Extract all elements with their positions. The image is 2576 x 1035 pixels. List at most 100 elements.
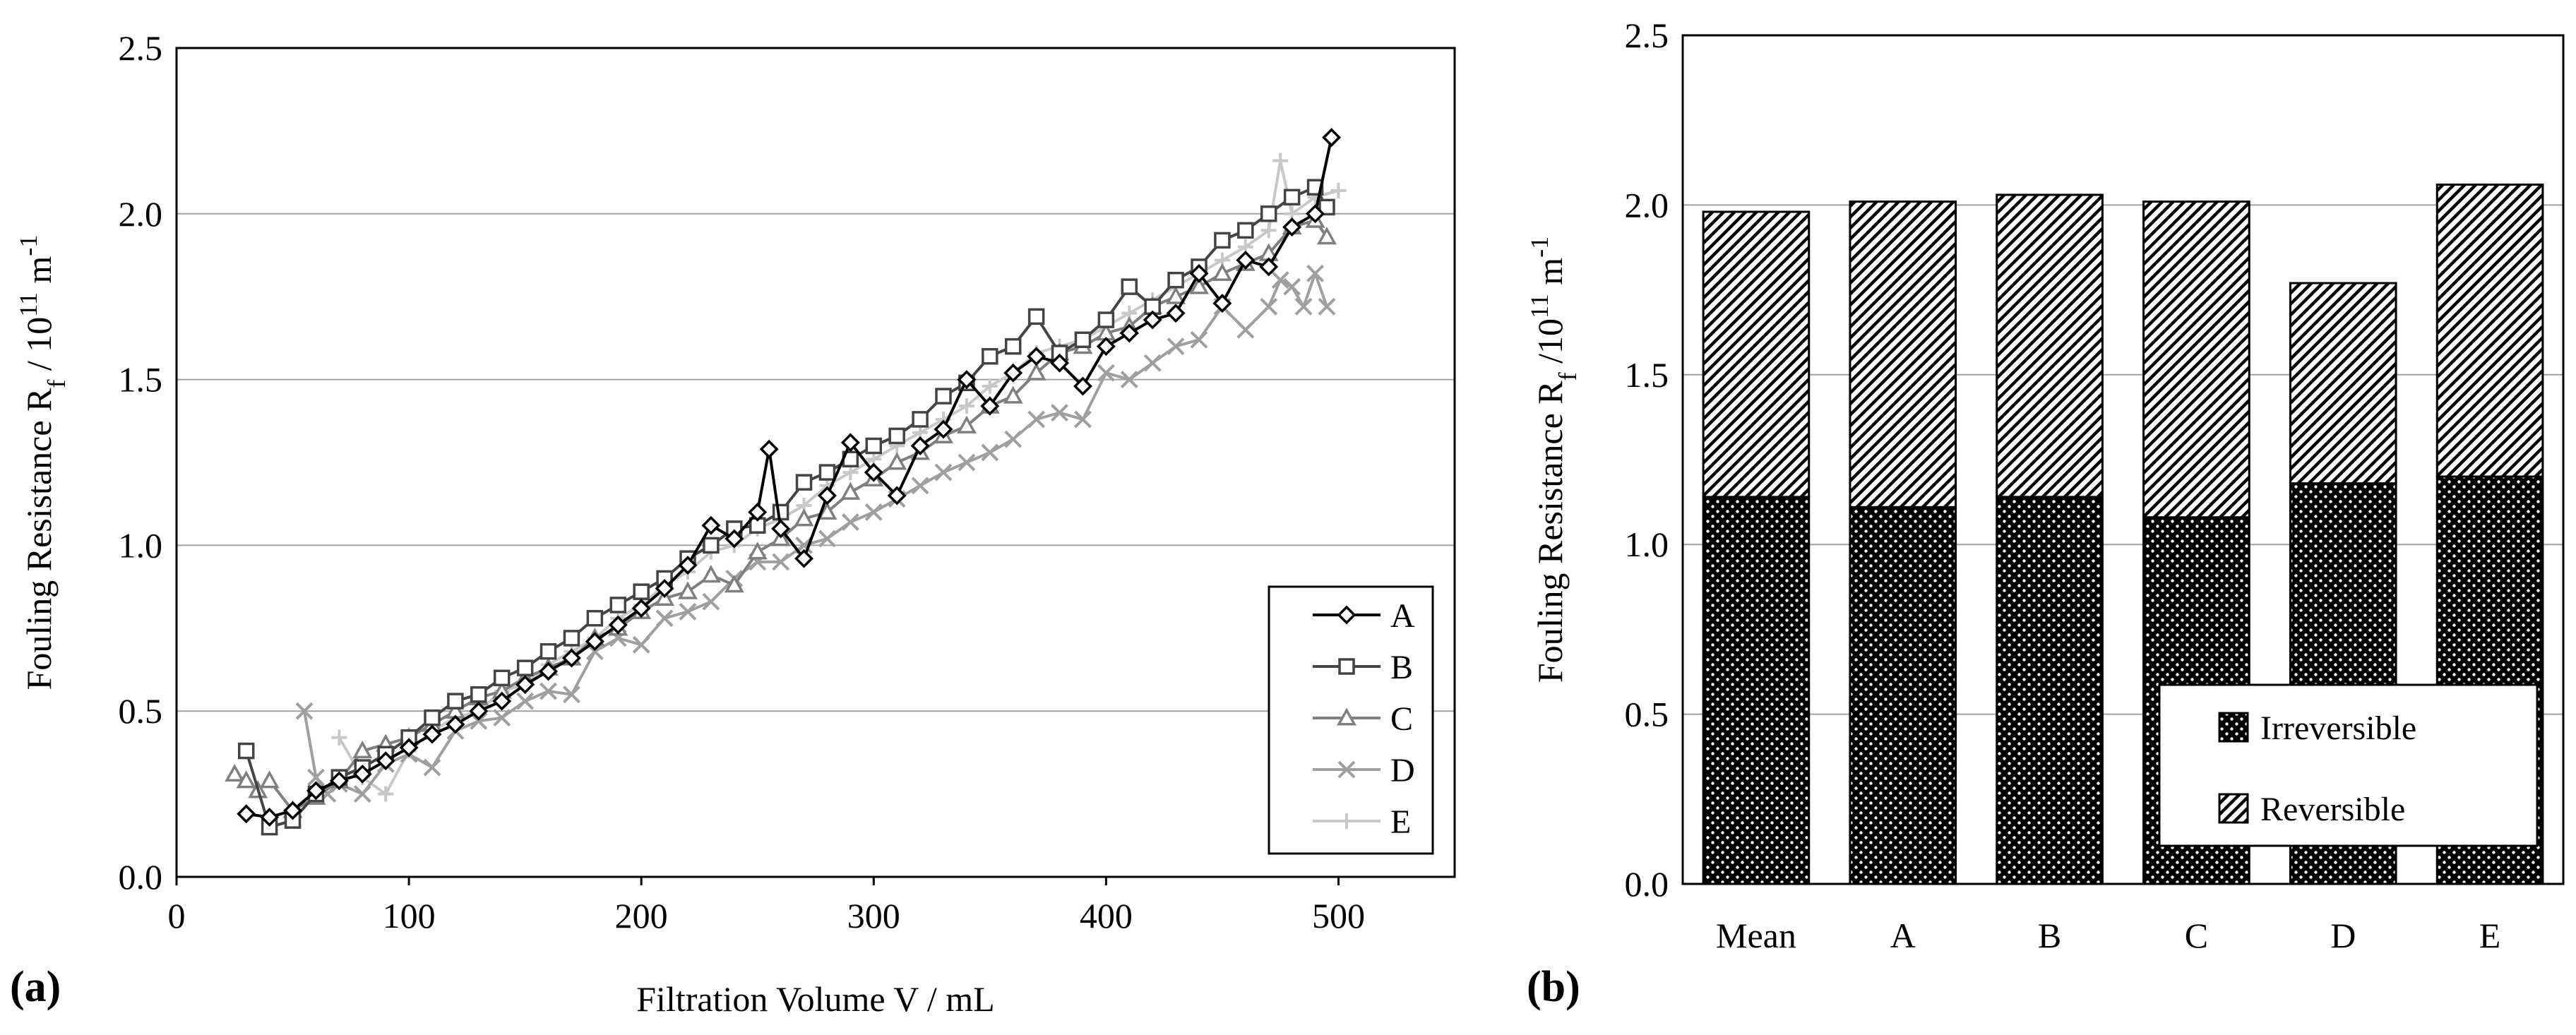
bar-reversible-e	[2435, 184, 2544, 478]
data-point-marker	[1051, 404, 1068, 421]
data-point-marker	[817, 501, 837, 520]
data-point-marker	[1096, 337, 1116, 357]
data-point-marker	[1260, 205, 1277, 222]
data-point-marker	[1318, 297, 1336, 316]
data-point-marker	[1166, 304, 1186, 323]
legend-label: B	[1390, 649, 1413, 686]
y-tick-label-b: 2.5	[1625, 16, 1669, 55]
data-point-marker	[585, 632, 604, 652]
data-point-marker	[982, 347, 998, 365]
data-point-marker	[1283, 277, 1301, 296]
y-tick-label-b: 0.0	[1625, 864, 1669, 904]
plot-frame-a	[175, 47, 1456, 878]
legend-label: D	[1390, 752, 1415, 789]
legend-entry-e: E	[1313, 803, 1411, 841]
legend-label: C	[1390, 700, 1413, 738]
data-point-marker	[295, 702, 314, 720]
legend-entry-d: D	[1313, 752, 1415, 789]
category-labels-b: Mean A B C D E	[1716, 916, 2500, 955]
y-axis-title-a: Fouling Resistance Rf / 1011 m-1	[14, 235, 71, 690]
data-point-marker	[352, 740, 373, 759]
data-point-marker	[1003, 385, 1023, 404]
x-tick-label-a: 0	[168, 896, 186, 935]
x-tick-label-a: 400	[1080, 896, 1133, 935]
x-tick-label-a: 200	[615, 896, 668, 935]
data-point-marker	[608, 615, 628, 635]
data-point-marker	[283, 801, 303, 820]
data-point-marker	[539, 662, 559, 681]
data-point-marker	[493, 709, 511, 727]
data-point-marker	[516, 659, 534, 676]
panel-label-a: (a)	[10, 963, 61, 1011]
data-point-marker	[1004, 337, 1022, 355]
data-point-marker	[1074, 410, 1092, 429]
data-point-marker	[1283, 189, 1301, 206]
data-point-marker	[794, 549, 814, 568]
data-point-marker	[1337, 760, 1356, 779]
data-point-marker	[1337, 605, 1356, 625]
data-point-marker	[724, 575, 744, 593]
data-point-marker	[772, 553, 790, 571]
legend-label: E	[1390, 803, 1411, 841]
bar-irreversible-a	[1849, 505, 1957, 885]
data-point-marker	[841, 513, 859, 531]
y-tick-label-a: 1.5	[119, 360, 163, 400]
data-point-marker	[934, 463, 953, 481]
data-point-marker	[1167, 271, 1184, 289]
data-point-marker	[1236, 321, 1255, 339]
data-point-marker	[259, 770, 280, 789]
data-point-marker	[399, 738, 419, 758]
category-label: Mean	[1716, 916, 1796, 955]
y-tick-label-a: 2.0	[119, 194, 163, 234]
data-point-marker	[1282, 217, 1302, 237]
data-point-marker	[1050, 353, 1070, 373]
data-point-marker	[817, 486, 837, 505]
data-point-marker	[1189, 276, 1209, 294]
data-point-marker	[586, 609, 604, 627]
data-point-marker	[759, 439, 779, 459]
data-point-marker	[378, 786, 394, 802]
data-point-marker	[352, 764, 372, 784]
category-label: B	[2038, 916, 2061, 955]
data-point-marker	[307, 768, 325, 786]
data-point-marker	[329, 771, 349, 791]
data-point-marker	[1027, 347, 1046, 366]
data-point-marker	[470, 712, 488, 730]
legend-entry-irreversible: Irreversible	[2218, 710, 2416, 747]
data-point-marker	[423, 758, 441, 777]
bar-reversible-b	[1996, 193, 2104, 498]
bar-reversible-c	[2142, 201, 2250, 519]
data-point-marker	[1322, 128, 1342, 148]
data-point-marker	[912, 411, 929, 428]
data-point-marker	[865, 437, 883, 455]
data-point-marker	[956, 415, 977, 433]
data-point-marker	[771, 519, 791, 539]
data-point-marker	[633, 583, 650, 600]
data-point-marker	[1306, 204, 1325, 224]
data-point-marker	[1237, 222, 1254, 239]
data-point-marker	[631, 599, 651, 618]
data-point-marker	[237, 742, 255, 760]
data-point-marker	[703, 537, 720, 554]
data-point-marker	[563, 630, 580, 647]
series-group-a	[225, 128, 1347, 836]
data-point-marker	[237, 804, 256, 824]
data-point-marker	[887, 452, 907, 470]
y-tick-label-a: 0.0	[119, 857, 163, 897]
series-line-a	[246, 137, 1333, 819]
data-point-marker	[1214, 232, 1231, 249]
data-point-marker	[981, 443, 999, 462]
series-a	[237, 128, 1342, 827]
data-point-marker	[1121, 278, 1138, 295]
data-point-marker	[1073, 376, 1092, 396]
data-point-marker	[609, 597, 627, 614]
y-tick-label-b: 1.5	[1625, 355, 1669, 395]
legend-swatch	[2218, 712, 2249, 743]
data-point-marker	[794, 508, 814, 527]
data-point-marker	[424, 709, 441, 726]
data-point-marker	[701, 515, 721, 535]
data-point-marker	[1004, 430, 1022, 448]
data-point-marker	[353, 785, 371, 803]
data-point-marker	[1260, 297, 1278, 316]
